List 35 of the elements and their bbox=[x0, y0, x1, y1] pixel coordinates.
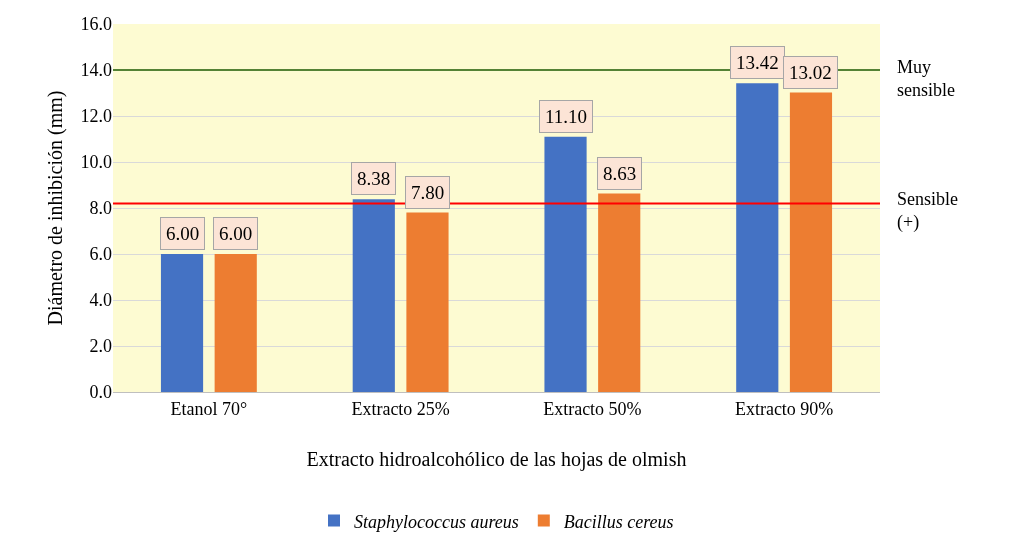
x-axis-title: Extracto hidroalcohólico de las hojas de olmish bbox=[306, 448, 687, 472]
data-label: 13.02 bbox=[789, 62, 832, 83]
bar bbox=[544, 136, 587, 392]
y-tick-label: 14.0 bbox=[80, 60, 112, 81]
y-tick-label: 4.0 bbox=[89, 290, 112, 311]
legend-label: Staphylococcus aureus bbox=[354, 511, 519, 532]
x-tick-label: Extracto 25% bbox=[351, 398, 450, 419]
data-label: 8.63 bbox=[603, 163, 637, 184]
bar bbox=[352, 199, 395, 392]
data-label: 6.00 bbox=[166, 223, 200, 244]
y-axis-title: Diámetro de inhibición (mm) bbox=[44, 90, 67, 326]
y-tick-label: 6.0 bbox=[89, 244, 112, 265]
bar bbox=[406, 212, 449, 392]
y-tick-label: 2.0 bbox=[89, 336, 112, 357]
data-label: 13.42 bbox=[736, 52, 779, 73]
x-tick-label: Extracto 50% bbox=[543, 398, 642, 419]
ref-line-label: Muy sensible bbox=[897, 57, 955, 101]
y-tick-label: 8.0 bbox=[89, 198, 112, 219]
y-tick-label: 10.0 bbox=[80, 152, 112, 173]
x-tick-label: Extracto 90% bbox=[734, 398, 834, 419]
bar bbox=[214, 254, 257, 392]
y-tick-label: 12.0 bbox=[80, 106, 112, 127]
data-label: 7.80 bbox=[411, 182, 445, 203]
x-tick-label: Etanol 70° bbox=[170, 398, 248, 419]
bar bbox=[160, 254, 204, 392]
y-tick-label: 16.0 bbox=[80, 14, 112, 35]
bar bbox=[789, 92, 833, 392]
bar bbox=[598, 193, 641, 392]
bar bbox=[736, 83, 779, 392]
data-label: 6.00 bbox=[219, 223, 253, 244]
ref-line-label: Sensible (+) bbox=[897, 189, 959, 234]
y-tick-label: 0.0 bbox=[89, 382, 112, 403]
legend-label: Bacillus cereus bbox=[563, 511, 674, 532]
data-label: 8.38 bbox=[357, 168, 391, 189]
data-label: 11.10 bbox=[545, 106, 588, 127]
